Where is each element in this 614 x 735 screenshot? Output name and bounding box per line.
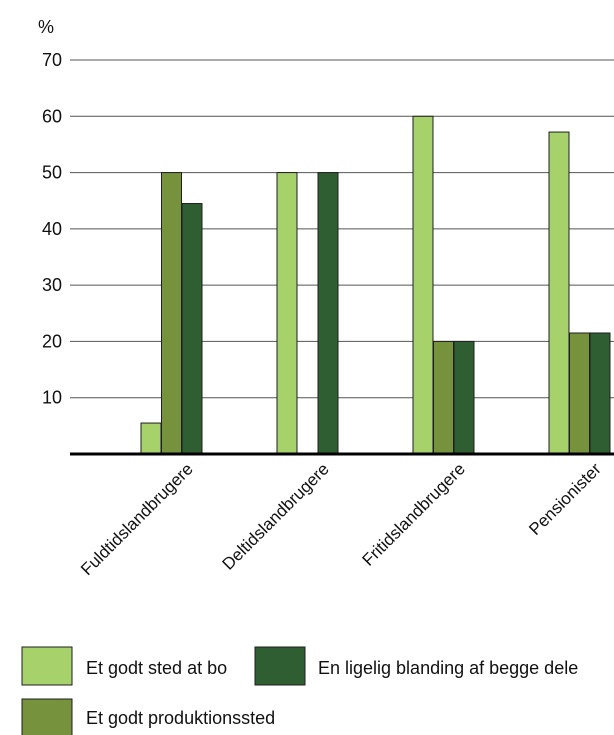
y-tick-label-60: 60 [42,106,62,126]
bar-deltidslandbrugere-en-ligelig-blanding-af-begge-dele [317,172,339,455]
bar-fuldtidslandbrugere-en-ligelig-blanding-af-begge-dele [181,203,203,455]
y-tick-label-20: 20 [42,331,62,351]
y-tick-label-10: 10 [42,388,62,408]
bar-pensionister-et-godt-produktionssted [569,332,590,455]
legend-label-en-ligelig-blanding-af-begge-dele: En ligelig blanding af begge dele [318,658,578,678]
bar-pensionister-en-ligelig-blanding-af-begge-dele [589,332,611,455]
legend: Et godt sted at bo En ligelig blanding af… [21,646,578,735]
bar-deltidslandbrugere-et-godt-sted-at-bo [276,172,298,455]
legend-swatch-et-godt-sted-at-bo [21,646,73,686]
x-category-label-fuldtidslandbrugere: Fuldtidslandbrugere [77,459,197,579]
y-axis-ticks: 10 20 30 40 50 60 70 [42,50,62,408]
bar-fuldtidslandbrugere-et-godt-produktionssted [161,172,182,455]
bar-fritidslandbrugere-et-godt-produktionssted [433,340,454,455]
x-category-label-pensionister: Pensionister [525,459,605,539]
y-tick-label-40: 40 [42,219,62,239]
x-category-label-fritidslandbrugere: Fritidslandbrugere [359,459,469,569]
bar-fritidslandbrugere-en-ligelig-blanding-af-begge-dele [453,340,475,455]
legend-swatch-et-godt-produktionssted [21,698,73,735]
y-axis-unit-label: % [38,17,54,37]
legend-label-et-godt-sted-at-bo: Et godt sted at bo [86,658,227,678]
bar-pensionister-et-godt-sted-at-bo [548,131,570,455]
gridlines [70,59,614,399]
y-tick-label-30: 30 [42,275,62,295]
y-tick-label-70: 70 [42,50,62,70]
x-axis-categories: Fuldtidslandbrugere Deltidslandbrugere Fri… [77,459,605,579]
legend-swatch-en-ligelig-blanding-af-begge-dele [254,646,306,686]
x-category-label-deltidslandbrugere: Deltidslandbrugere [218,459,332,573]
bar-fuldtidslandbrugere-et-godt-sted-at-bo [140,422,162,455]
y-tick-label-50: 50 [42,163,62,183]
bars [140,115,611,455]
bar-fritidslandbrugere-et-godt-sted-at-bo [412,115,434,455]
legend-label-et-godt-produktionssted: Et godt produktionssted [86,708,275,728]
